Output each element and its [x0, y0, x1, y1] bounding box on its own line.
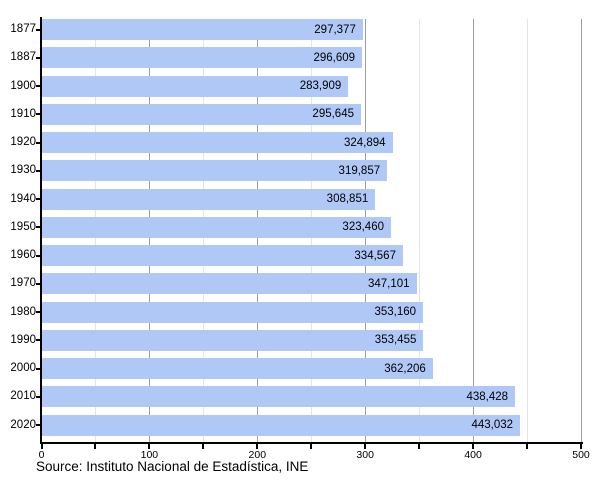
x-axis-tick-label: 300 [356, 449, 374, 461]
x-axis-tick [472, 444, 475, 449]
bar: 295,645 [42, 103, 361, 125]
y-axis-label: 1980 [10, 305, 36, 318]
y-axis-label: 1960 [10, 249, 36, 262]
y-axis-label: 2000 [10, 362, 36, 375]
bar-value-label: 324,894 [343, 136, 386, 149]
y-axis-tick [36, 56, 40, 59]
bar-value-label: 347,101 [367, 277, 410, 290]
bar-value-label: 353,160 [374, 306, 417, 319]
x-axis-tick [148, 444, 151, 449]
x-axis-tick [526, 444, 529, 449]
x-axis-tick [202, 444, 205, 449]
x-axis-line [40, 442, 583, 444]
x-axis-tick [418, 444, 421, 449]
x-axis-tick [310, 444, 313, 449]
y-axis-tick [36, 254, 40, 257]
bar: 296,609 [42, 47, 363, 69]
x-axis-tick [94, 444, 97, 449]
y-axis-label: 1910 [10, 107, 36, 120]
bar: 347,101 [42, 273, 417, 295]
gridline-major [472, 19, 474, 442]
gridline-minor [418, 19, 420, 442]
source-caption: Source: Instituto Nacional de Estadístic… [36, 459, 309, 474]
y-axis-label: 1930 [10, 164, 36, 177]
bar: 353,160 [42, 301, 424, 323]
y-axis-label: 1877 [10, 23, 36, 35]
y-axis-tick [36, 424, 40, 427]
x-axis-tick [40, 444, 43, 449]
y-axis-tick [36, 28, 40, 31]
bar-value-label: 334,567 [354, 249, 396, 262]
y-axis-label: 1970 [10, 277, 36, 290]
y-axis-label: 2020 [10, 418, 36, 431]
y-axis-tick [36, 311, 40, 314]
bar-value-label: 443,032 [471, 419, 514, 432]
y-axis-label: 2010 [10, 390, 36, 403]
bar: 323,460 [42, 216, 391, 238]
y-axis-label: 1990 [10, 333, 36, 346]
y-axis-line [40, 17, 42, 444]
y-axis-tick [36, 226, 40, 229]
bar-value-label: 362,206 [384, 362, 426, 375]
bar: 353,455 [42, 329, 424, 351]
bar: 362,206 [42, 358, 433, 380]
y-axis-tick [36, 198, 40, 201]
y-axis-label: 1887 [10, 51, 36, 64]
y-axis-tick [36, 141, 40, 144]
x-axis-tick-label: 200 [248, 449, 267, 461]
x-axis-tick-label: 400 [464, 449, 482, 461]
bar-value-label: 283,909 [299, 80, 342, 93]
y-axis-tick [36, 113, 40, 116]
bar: 438,428 [42, 386, 516, 408]
x-axis-tick [580, 444, 582, 449]
bar: 308,851 [42, 188, 376, 210]
x-axis-tick [256, 444, 259, 449]
x-axis-tick-label: 100 [140, 449, 159, 461]
y-axis-tick [36, 85, 40, 88]
y-axis-tick [36, 367, 40, 370]
y-axis-tick [36, 395, 40, 398]
bar-value-label: 353,455 [374, 334, 417, 347]
y-axis-label: 1920 [10, 136, 36, 149]
x-axis-tick-label: 0 [38, 449, 45, 461]
bar-value-label: 438,428 [466, 390, 509, 403]
bar-value-label: 308,851 [326, 193, 369, 206]
bar-value-label: 295,645 [312, 108, 354, 121]
bar: 283,909 [42, 75, 349, 97]
bar: 319,857 [42, 160, 388, 182]
bar-value-label: 319,857 [338, 164, 381, 177]
x-axis-tick [364, 444, 367, 449]
bar: 324,894 [42, 132, 393, 154]
gridline-major [580, 19, 582, 442]
x-axis-tick-label: 500 [572, 449, 590, 461]
bar: 443,032 [42, 414, 521, 436]
y-axis-label: 1950 [10, 220, 36, 233]
gridline-minor [526, 19, 528, 442]
y-axis-label: 1940 [10, 192, 36, 205]
y-axis-tick [36, 282, 40, 285]
bar: 334,567 [42, 245, 403, 267]
bar-value-label: 323,460 [342, 221, 384, 234]
bar-value-label: 296,609 [313, 51, 356, 64]
y-axis-tick [36, 169, 40, 172]
y-axis-tick [36, 339, 40, 342]
bar-value-label: 297,377 [314, 23, 356, 36]
bar: 297,377 [42, 19, 363, 40]
y-axis-label: 1900 [10, 79, 36, 92]
